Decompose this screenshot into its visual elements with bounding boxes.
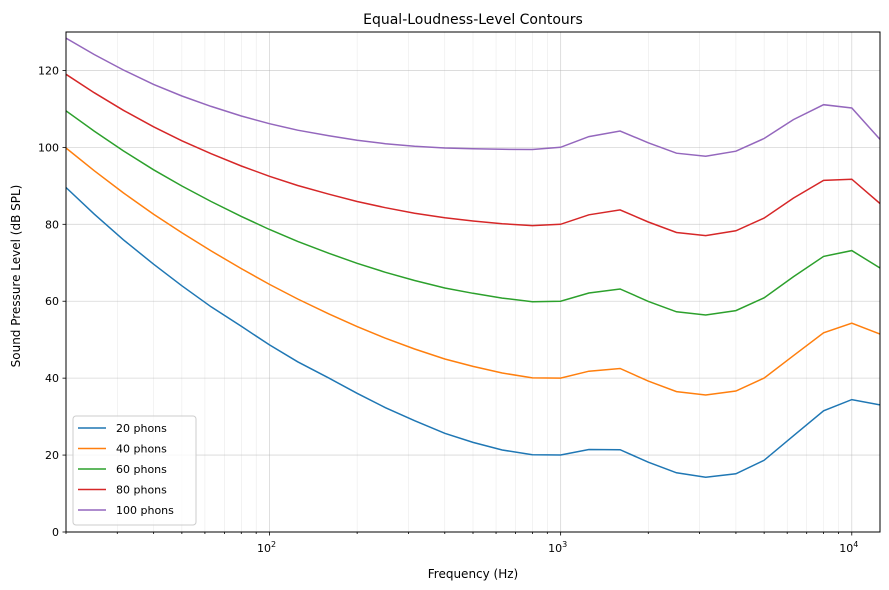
legend-label: 80 phons: [116, 484, 167, 497]
x-tick-exponent: 2: [271, 540, 276, 549]
x-axis-label: Frequency (Hz): [428, 567, 519, 581]
x-tick-label: 103: [548, 540, 567, 555]
legend-label: 60 phons: [116, 463, 167, 476]
y-tick-label: 40: [45, 372, 59, 385]
series-line-60-phons: [66, 110, 880, 316]
y-tick-label: 100: [38, 141, 59, 154]
plot-frame: [65, 31, 881, 533]
series-line-80-phons: [66, 73, 880, 237]
series-lines: [66, 37, 880, 478]
x-tick-exponent: 3: [562, 540, 567, 549]
y-tick-label: 120: [38, 64, 59, 77]
y-axis-label: Sound Pressure Level (dB SPL): [9, 185, 23, 368]
y-tick-label: 80: [45, 218, 59, 231]
chart-title: Equal-Loudness-Level Contours: [363, 12, 583, 28]
y-tick-label: 0: [52, 526, 59, 539]
legend-label: 40 phons: [116, 443, 167, 456]
legend: 20 phons 40 phons 60 phons 80 phons 100 phon…: [72, 415, 197, 526]
series-line-20-phons: [66, 186, 880, 478]
series-line-40-phons: [66, 147, 880, 396]
y-tick-label: 20: [45, 449, 59, 462]
x-tick-exponent: 4: [853, 540, 858, 549]
x-tick-label: 104: [839, 540, 858, 555]
y-tick-label: 60: [45, 295, 59, 308]
legend-label: 100 phons: [116, 504, 174, 517]
legend-label: 20 phons: [116, 422, 167, 435]
series-line-100-phons: [66, 37, 880, 158]
legend-box: [72, 415, 197, 526]
ticks: 102 103 104 0 20 40 60 80 100 120: [38, 64, 858, 555]
x-tick-label: 102: [257, 540, 276, 555]
